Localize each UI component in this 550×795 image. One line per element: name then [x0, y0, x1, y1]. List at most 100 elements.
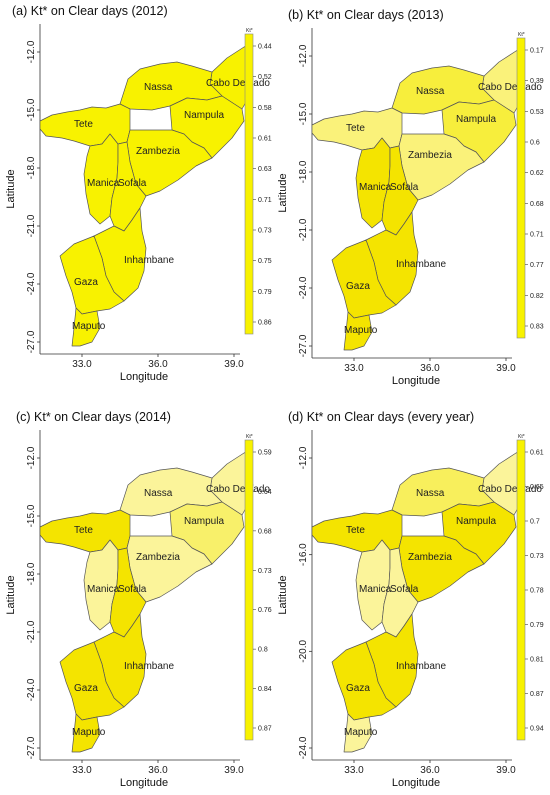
map-svg: Cabo Delgado Nassa Nampula Tete Zambezia Mani… — [277, 430, 544, 789]
x-tick-label: 33.0 — [72, 359, 92, 370]
y-tick-label: -15.0 — [298, 102, 309, 125]
region-nassa — [119, 467, 223, 517]
colorbar-tick-label: 0.73 — [530, 553, 544, 560]
map-panel-c: (c) Kt* on Clear days (2014) Cabo Delgado… — [4, 410, 276, 795]
colorbar-tick-label: 0.7 — [530, 519, 540, 526]
colorbar-tick-label: 0.76 — [258, 607, 272, 614]
region-gaza — [59, 235, 125, 315]
y-tick-label: -15.0 — [26, 98, 37, 121]
region-label: Tete — [346, 525, 365, 536]
region-label: Cabo Delgado — [206, 78, 270, 89]
colorbar-title: Kt* — [518, 434, 525, 440]
colorbar-tick-label: 0.86 — [258, 320, 272, 327]
y-tick-label: -12.0 — [26, 40, 37, 63]
region-label: Cabo Delgado — [206, 484, 270, 495]
region-label: Zambezia — [408, 552, 452, 563]
region-label: Zambezia — [136, 552, 180, 563]
x-tick-label: 33.0 — [344, 765, 364, 776]
map-svg: Cabo Delgado Nassa Nampula Tete Zambezia Mani… — [277, 28, 544, 387]
colorbar-tick-label: 0.78 — [530, 588, 544, 595]
colorbar-bar — [516, 439, 526, 741]
region-label: Manica — [359, 182, 392, 193]
colorbar-tick-label: 0.81 — [530, 657, 544, 664]
y-axis-label: Latitude — [5, 169, 17, 208]
colorbar-tick-label: 0.82 — [530, 293, 544, 300]
colorbar-tick-label: 0.8 — [258, 647, 268, 654]
region-label: Sofala — [390, 182, 419, 193]
colorbar-tick-label: 0.44 — [258, 44, 272, 51]
y-tick-label: -15.0 — [26, 504, 37, 527]
regions-group: Cabo Delgado Nassa Nampula Tete Zambezia Mani… — [39, 449, 270, 753]
colorbar-title: Kt* — [246, 28, 253, 34]
colorbar-tick-label: 0.71 — [258, 197, 272, 204]
region-label: Tete — [346, 123, 365, 134]
x-tick-label: 39.0 — [496, 363, 516, 374]
region-label: Sofala — [118, 584, 147, 595]
x-axis-label: Longitude — [120, 371, 168, 383]
y-tick-label: -12.0 — [298, 44, 309, 67]
colorbar-tick-label: 0.17 — [530, 48, 544, 55]
colorbar-tick-label: 0.53 — [530, 109, 544, 116]
region-label: Tete — [74, 525, 93, 536]
colorbar: Kt* 0.61 0.65 0.7 0.73 0.78 0.79 0.81 0.87 0.94 — [516, 434, 544, 741]
panel-title: (b) Kt* on Clear days (2013) — [288, 8, 444, 22]
region-label: Maputo — [72, 321, 106, 332]
colorbar-tick-label: 0.83 — [530, 324, 544, 331]
region-nassa — [391, 65, 495, 115]
region-label: Sofala — [118, 178, 147, 189]
colorbar-bar — [244, 33, 254, 335]
colorbar-tick-label: 0.87 — [530, 691, 544, 698]
colorbar-tick-label: 0.68 — [258, 528, 272, 535]
y-tick-label: -20.0 — [298, 640, 309, 663]
colorbar-tick-label: 0.6 — [530, 140, 540, 147]
colorbar: Kt* 0.44 0.52 0.58 0.61 0.63 0.71 0.73 0.75 0.79 0… — [244, 28, 272, 335]
map-panel-a: (a) Kt* on Clear days (2012) Cabo Delgado… — [4, 4, 276, 389]
y-tick-label: -24.0 — [298, 736, 309, 759]
region-gaza — [59, 641, 125, 721]
region-label: Gaza — [74, 683, 98, 694]
region-label: Inhambane — [124, 255, 174, 266]
y-axis-label: Latitude — [277, 575, 289, 614]
panel-title: (d) Kt* on Clear days (every year) — [288, 410, 475, 424]
y-tick-label: -18.0 — [26, 156, 37, 179]
region-label: Gaza — [346, 281, 370, 292]
y-tick-label: -21.0 — [298, 218, 309, 241]
colorbar-tick-label: 0.65 — [530, 484, 544, 491]
colorbar-title: Kt* — [518, 32, 525, 38]
x-tick-label: 33.0 — [72, 765, 92, 776]
colorbar-tick-label: 0.68 — [530, 201, 544, 208]
colorbar-tick-label: 0.62 — [530, 170, 544, 177]
map-panel-d: (d) Kt* on Clear days (every year) Cabo D… — [276, 410, 548, 795]
region-label: Cabo Delgado — [478, 484, 542, 495]
region-label: Tete — [74, 119, 93, 130]
x-axis-label: Longitude — [120, 777, 168, 789]
x-axis-label: Longitude — [392, 375, 440, 387]
region-label: Nassa — [416, 488, 445, 499]
x-tick-label: 36.0 — [420, 363, 440, 374]
y-tick-label: -24.0 — [26, 272, 37, 295]
region-label: Inhambane — [396, 661, 446, 672]
colorbar: Kt* 0.59 0.64 0.68 0.73 0.76 0.8 0.84 0.87 — [244, 434, 272, 741]
x-tick-label: 39.0 — [496, 765, 516, 776]
region-maputo — [71, 713, 101, 753]
region-maputo — [71, 307, 101, 347]
region-label: Maputo — [344, 727, 378, 738]
region-label: Manica — [87, 584, 120, 595]
region-label: Manica — [359, 584, 392, 595]
colorbar-bar — [244, 439, 254, 741]
region-maputo — [343, 713, 373, 753]
colorbar-title: Kt* — [246, 434, 253, 440]
region-label: Zambezia — [136, 146, 180, 157]
region-label: Nampula — [456, 114, 496, 125]
region-label: Manica — [87, 178, 120, 189]
y-axis-label: Latitude — [5, 575, 17, 614]
colorbar-tick-label: 0.79 — [258, 289, 272, 296]
x-tick-label: 39.0 — [224, 359, 244, 370]
y-tick-label: -18.0 — [298, 160, 309, 183]
y-tick-label: -16.0 — [298, 543, 309, 566]
colorbar-tick-label: 0.39 — [530, 78, 544, 85]
regions-group: Cabo Delgado Nassa Nampula Tete Zambezia Mani… — [39, 43, 270, 347]
region-label: Nassa — [144, 82, 173, 93]
colorbar-tick-label: 0.63 — [258, 166, 272, 173]
region-label: Nampula — [184, 110, 224, 121]
